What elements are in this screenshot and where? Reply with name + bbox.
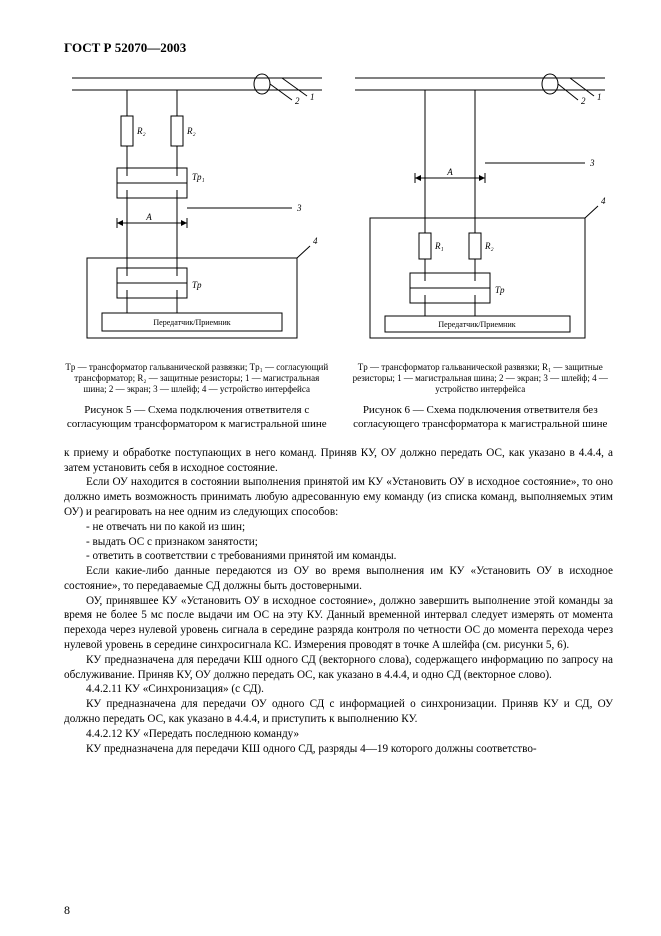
- figure-5-svg: 2 1 R₂ R₂: [67, 68, 327, 358]
- para-2: Если ОУ находится в состоянии выполнения…: [64, 475, 613, 519]
- fig6-callout-1: 1: [597, 92, 602, 102]
- fig6-R2: R₂: [484, 241, 494, 251]
- fig5-callout-1: 1: [310, 92, 315, 102]
- para-6: КУ предназначена для передачи ОУ одного …: [64, 697, 613, 727]
- fig6-callout-4: 4: [601, 196, 606, 206]
- figure-5-legend: Tp — трансформатор гальванической развяз…: [64, 362, 330, 394]
- page: ГОСТ Р 52070—2003 2 1: [0, 0, 661, 936]
- heading-4-4-2-11: 4.4.2.11 КУ «Синхронизация» (с СД).: [64, 682, 613, 697]
- fig5-callout-2: 2: [295, 96, 300, 106]
- fig6-Tp: Tp: [495, 285, 505, 295]
- list-item-1: - не отвечать ни по какой из шин;: [64, 520, 613, 535]
- fig5-A: A: [145, 212, 152, 222]
- fig5-txrx: Передатчик/Приемник: [153, 318, 230, 327]
- fig5-callout-4: 4: [313, 236, 318, 246]
- fig6-callout-3: 3: [589, 158, 595, 168]
- fig6-callout-2: 2: [581, 96, 586, 106]
- para-4: ОУ, принявшее КУ «Установить ОУ в исходн…: [64, 594, 613, 653]
- list-item-2: - выдать ОС с признаком занятости;: [64, 535, 613, 550]
- fig6-R1: R₁: [434, 241, 444, 251]
- fig5-callout-3: 3: [296, 203, 302, 213]
- figure-6-caption: Рисунок 6 — Схема подключения ответвител…: [348, 404, 614, 432]
- figure-6: 2 1 A 3 4: [348, 68, 614, 432]
- heading-4-4-2-12: 4.4.2.12 КУ «Передать последнюю команду»: [64, 727, 613, 742]
- page-number: 8: [64, 903, 70, 918]
- para-5: КУ предназначена для передачи КШ одного …: [64, 653, 613, 683]
- fig5-R2-right: R₂: [186, 126, 196, 136]
- fig5-Tp: Tp: [192, 280, 202, 290]
- para-1: к приему и обработке поступающих в него …: [64, 446, 613, 476]
- figure-5: 2 1 R₂ R₂: [64, 68, 330, 432]
- doc-header: ГОСТ Р 52070—2003: [64, 40, 613, 56]
- fig6-A: A: [447, 167, 454, 177]
- figure-6-legend: Tp — трансформатор гальванической развяз…: [348, 362, 614, 394]
- fig5-Tp1: Tp₁: [192, 172, 205, 182]
- fig6-txrx: Передатчик/Приемник: [439, 320, 516, 329]
- para-7: КУ предназначена для передачи КШ одного …: [64, 742, 613, 757]
- para-3: Если какие-либо данные передаются из ОУ …: [64, 564, 613, 594]
- figures-row: 2 1 R₂ R₂: [64, 68, 613, 432]
- figure-5-caption: Рисунок 5 — Схема подключения ответвител…: [64, 404, 330, 432]
- figure-6-svg: 2 1 A 3 4: [350, 68, 610, 358]
- fig5-R2-left: R₂: [136, 126, 146, 136]
- list-item-3: - ответить в соответствии с требованиями…: [64, 549, 613, 564]
- body-text: к приему и обработке поступающих в него …: [64, 446, 613, 756]
